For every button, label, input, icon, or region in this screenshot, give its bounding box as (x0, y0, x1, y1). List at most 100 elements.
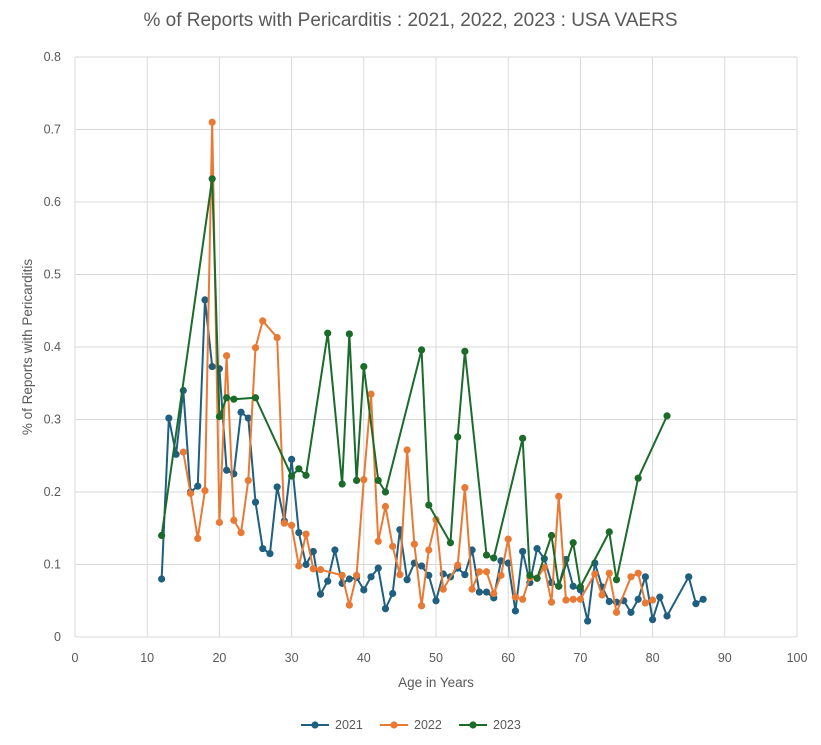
data-point-2023 (482, 551, 491, 559)
x-tick-label: 0 (72, 651, 79, 665)
x-tick-label: 50 (429, 651, 443, 665)
data-point-2022 (223, 352, 231, 360)
data-point-2022 (367, 390, 375, 398)
data-point-2022 (280, 519, 288, 527)
data-point-2021 (461, 571, 469, 579)
data-point-2021 (389, 589, 397, 598)
data-point-2022 (468, 585, 476, 593)
y-axis-title: % of Reports with Pericarditis (20, 259, 35, 436)
data-point-2022 (547, 598, 556, 606)
data-point-2021 (663, 612, 671, 620)
x-tick-label: 10 (140, 651, 154, 665)
data-point-2022 (482, 568, 491, 576)
x-tick-label: 90 (718, 651, 732, 665)
data-point-2022 (497, 571, 505, 579)
data-point-2023 (374, 476, 382, 484)
data-point-2022 (288, 521, 296, 529)
y-tick-label: 0.7 (44, 123, 61, 137)
data-point-2022 (208, 118, 216, 126)
data-point-2023 (230, 395, 238, 403)
data-point-2023 (417, 346, 426, 354)
data-point-2022 (490, 589, 498, 598)
data-point-2023 (612, 576, 621, 584)
data-point-2022 (605, 569, 613, 577)
legend-item-2023: 2023 (459, 718, 521, 732)
data-point-2022 (454, 561, 462, 569)
data-point-2021 (403, 576, 411, 584)
data-point-2023 (576, 583, 585, 591)
data-point-2021 (273, 483, 281, 491)
data-point-2021 (194, 482, 202, 490)
data-point-2021 (699, 595, 707, 603)
data-point-2022 (345, 601, 353, 609)
data-point-2023 (634, 474, 642, 482)
data-point-2022 (641, 599, 649, 607)
data-point-2023 (352, 476, 361, 484)
data-point-2023 (302, 471, 310, 479)
data-point-2021 (656, 593, 664, 601)
data-point-2021 (367, 573, 375, 581)
data-point-2021 (208, 362, 216, 371)
data-point-2022 (201, 486, 209, 495)
legend-marker (390, 721, 398, 729)
data-point-2022 (649, 596, 657, 604)
y-tick-labels: 0 0.1 0.2 0.3 0.4 0.5 0.6 0.7 0.8 (44, 50, 61, 644)
data-point-2023 (605, 528, 613, 536)
data-point-2022 (562, 596, 570, 604)
series-line-2023 (160, 177, 668, 588)
data-point-2021 (482, 588, 491, 596)
data-point-2023 (345, 330, 353, 338)
data-point-2021 (685, 573, 693, 581)
data-point-2023 (461, 347, 469, 355)
data-point-2022 (316, 565, 325, 574)
data-point-2021 (223, 466, 231, 474)
data-point-2023 (338, 480, 346, 488)
x-tick-label: 30 (285, 651, 299, 665)
data-point-2021 (309, 547, 317, 556)
legend-marker (311, 721, 319, 729)
data-point-2022 (591, 570, 599, 578)
data-point-2022 (259, 317, 267, 325)
x-tick-label: 100 (787, 651, 808, 665)
data-point-2022 (338, 571, 346, 579)
data-point-2022 (475, 568, 483, 576)
data-point-2022 (612, 608, 621, 616)
data-point-2023 (223, 394, 231, 402)
data-point-2023 (158, 531, 166, 540)
x-tick-label: 40 (357, 651, 371, 665)
data-point-2023 (251, 394, 260, 402)
data-point-2021 (259, 544, 267, 553)
data-point-2022 (504, 535, 512, 543)
data-point-2022 (295, 562, 303, 570)
data-point-2022 (179, 448, 187, 456)
data-point-2021 (295, 529, 303, 537)
data-point-2022 (461, 484, 469, 492)
data-point-2023 (454, 433, 462, 441)
y-tick-label: 0.3 (44, 413, 61, 427)
data-point-2022 (381, 502, 390, 511)
data-point-2021 (288, 455, 296, 463)
x-tick-label: 20 (212, 651, 226, 665)
data-point-2021 (244, 414, 252, 422)
data-point-2021 (634, 595, 642, 603)
x-axis-title: Age in Years (398, 675, 474, 690)
legend-marker (469, 721, 477, 729)
data-point-2021 (251, 498, 260, 506)
legend-label: 2023 (493, 718, 521, 732)
data-point-2021 (316, 590, 325, 598)
data-point-2022 (396, 571, 404, 579)
data-point-2021 (432, 597, 440, 605)
data-point-2022 (389, 542, 397, 550)
data-point-2022 (360, 476, 368, 484)
data-point-2022 (634, 569, 642, 577)
data-point-2021 (345, 575, 353, 583)
data-point-2022 (627, 573, 635, 581)
x-tick-labels: 0 10 20 30 40 50 60 70 80 90 100 (72, 651, 808, 665)
data-point-2021 (519, 547, 527, 556)
data-point-2021 (360, 586, 368, 594)
data-point-2023 (360, 362, 368, 371)
data-point-2021 (605, 597, 613, 606)
data-point-2022 (215, 518, 223, 527)
data-point-2023 (295, 465, 303, 473)
